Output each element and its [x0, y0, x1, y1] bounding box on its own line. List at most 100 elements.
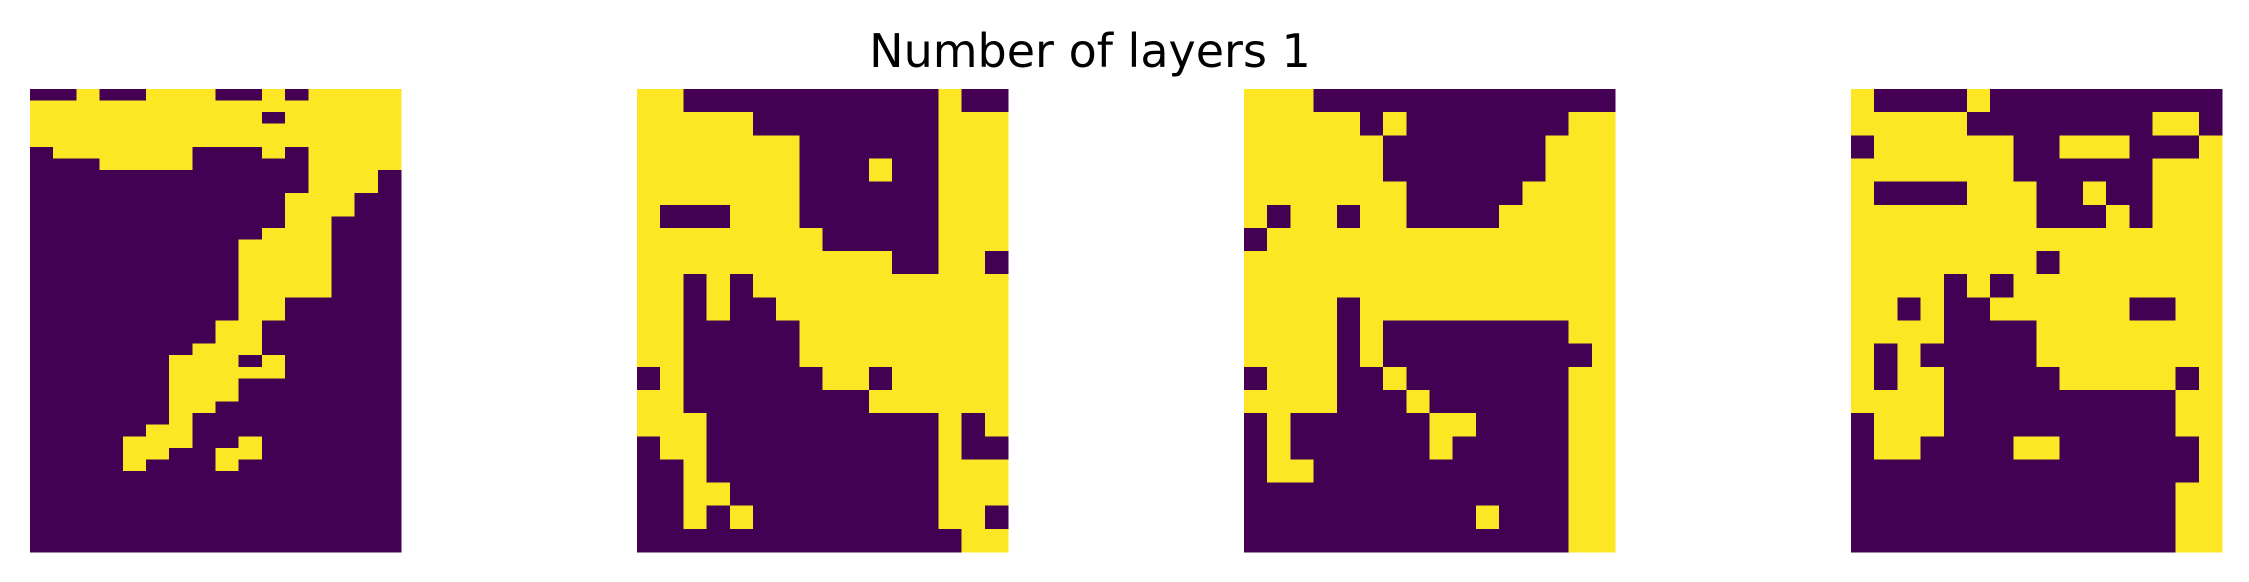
heatmap-cell	[1851, 89, 1875, 113]
heatmap-cell	[1522, 343, 1547, 368]
heatmap-cell	[961, 251, 986, 275]
heatmap-cell	[1429, 459, 1454, 484]
heatmap-cell	[1475, 528, 1500, 553]
heatmap-cell	[377, 320, 402, 333]
heatmap-cell	[238, 459, 263, 472]
heatmap-cell	[169, 494, 193, 507]
heatmap-cell	[938, 528, 963, 553]
heatmap-cell	[915, 204, 940, 229]
heatmap-cell	[961, 135, 986, 160]
heatmap-cell	[984, 204, 1009, 229]
heatmap-cell	[1383, 320, 1407, 345]
heatmap-cell	[331, 401, 356, 414]
heatmap-cell	[2152, 297, 2177, 322]
heatmap-cell	[192, 540, 217, 553]
heatmap-cell	[76, 216, 101, 229]
heatmap-cell	[868, 274, 893, 298]
heatmap-cell	[145, 482, 170, 495]
heatmap-cell	[1290, 505, 1315, 530]
heatmap-cell	[53, 89, 77, 102]
heatmap-cell	[2059, 274, 2084, 298]
heatmap-cell	[285, 251, 309, 264]
heatmap-cell	[1943, 459, 1968, 484]
heatmap-cell	[1920, 436, 1945, 460]
heatmap-cell	[2152, 89, 2177, 113]
heatmap-cell	[30, 193, 54, 206]
heatmap-cell	[215, 158, 240, 171]
heatmap-cell	[799, 343, 824, 368]
heatmap-cell	[868, 181, 893, 206]
heatmap-cell	[285, 470, 309, 484]
heatmap-cell	[238, 204, 263, 217]
heatmap-cell	[915, 251, 940, 275]
heatmap-cell	[2129, 482, 2154, 507]
heatmap-cell	[961, 158, 986, 183]
heatmap-cell	[308, 424, 333, 437]
heatmap-cell	[215, 297, 240, 310]
heatmap-cell	[1383, 181, 1407, 206]
heatmap-cell	[1336, 89, 1361, 113]
heatmap-cell	[1966, 528, 1991, 553]
heatmap-cell	[2059, 89, 2084, 113]
heatmap-cell	[308, 482, 333, 495]
heatmap-cell	[1545, 320, 1570, 345]
heatmap-cell	[261, 470, 286, 484]
heatmap-cell	[215, 355, 240, 368]
heatmap-cell	[2106, 89, 2130, 113]
heatmap-cell	[799, 227, 824, 252]
heatmap-cell	[1591, 135, 1616, 160]
heatmap-cell	[308, 389, 333, 403]
heatmap-cell	[99, 494, 124, 507]
heatmap-cell	[1522, 274, 1547, 298]
heatmap-cell	[308, 528, 333, 542]
heatmap-cell	[122, 170, 147, 183]
heatmap-cell	[1897, 227, 1922, 252]
heatmap-cell	[961, 204, 986, 229]
heatmap-cell	[2036, 366, 2061, 391]
heatmap-cell	[729, 158, 754, 183]
heatmap-cell	[822, 482, 847, 507]
heatmap-cell	[53, 100, 77, 113]
heatmap-cell	[1990, 482, 2014, 507]
heatmap-cell	[377, 378, 402, 391]
heatmap-cell	[1429, 505, 1454, 530]
heatmap-cell	[1313, 389, 1338, 414]
heatmap-cell	[285, 401, 309, 414]
heatmap-cell	[1244, 366, 1268, 391]
heatmap-cell	[354, 320, 379, 333]
heatmap-cell	[169, 100, 193, 113]
heatmap-cell	[683, 135, 708, 160]
heatmap-cell	[683, 158, 708, 183]
heatmap-cell	[1897, 204, 1922, 229]
heatmap-cell	[1897, 528, 1922, 553]
heatmap-cell	[122, 204, 147, 217]
heatmap-cell	[1313, 158, 1338, 183]
heatmap-cell	[122, 320, 147, 333]
heatmap-cell	[169, 436, 193, 449]
heatmap-cell	[984, 135, 1009, 160]
heatmap-cell	[1966, 459, 1991, 484]
heatmap-cell	[660, 181, 684, 206]
heatmap-cell	[776, 320, 800, 345]
heatmap-cell	[1383, 366, 1407, 391]
heatmap-cell	[1966, 482, 1991, 507]
heatmap-cell	[331, 482, 356, 495]
heatmap-cell	[99, 285, 124, 298]
heatmap-cell	[308, 297, 333, 310]
heatmap-cell	[1267, 135, 1291, 160]
heatmap-cell	[76, 401, 101, 414]
heatmap-cell	[637, 528, 661, 553]
heatmap-cell	[2152, 251, 2177, 275]
heatmap-cell	[938, 320, 963, 345]
heatmap-cell	[238, 470, 263, 484]
heatmap-cell	[145, 216, 170, 229]
heatmap-cell	[822, 436, 847, 460]
heatmap-cell	[192, 517, 217, 530]
heatmap-cell	[868, 413, 893, 437]
heatmap-cell	[683, 320, 708, 345]
heatmap-cell	[1267, 505, 1291, 530]
heatmap-cell	[1383, 389, 1407, 414]
heatmap-cell	[331, 517, 356, 530]
heatmap-cell	[238, 389, 263, 403]
heatmap-cell	[261, 332, 286, 345]
